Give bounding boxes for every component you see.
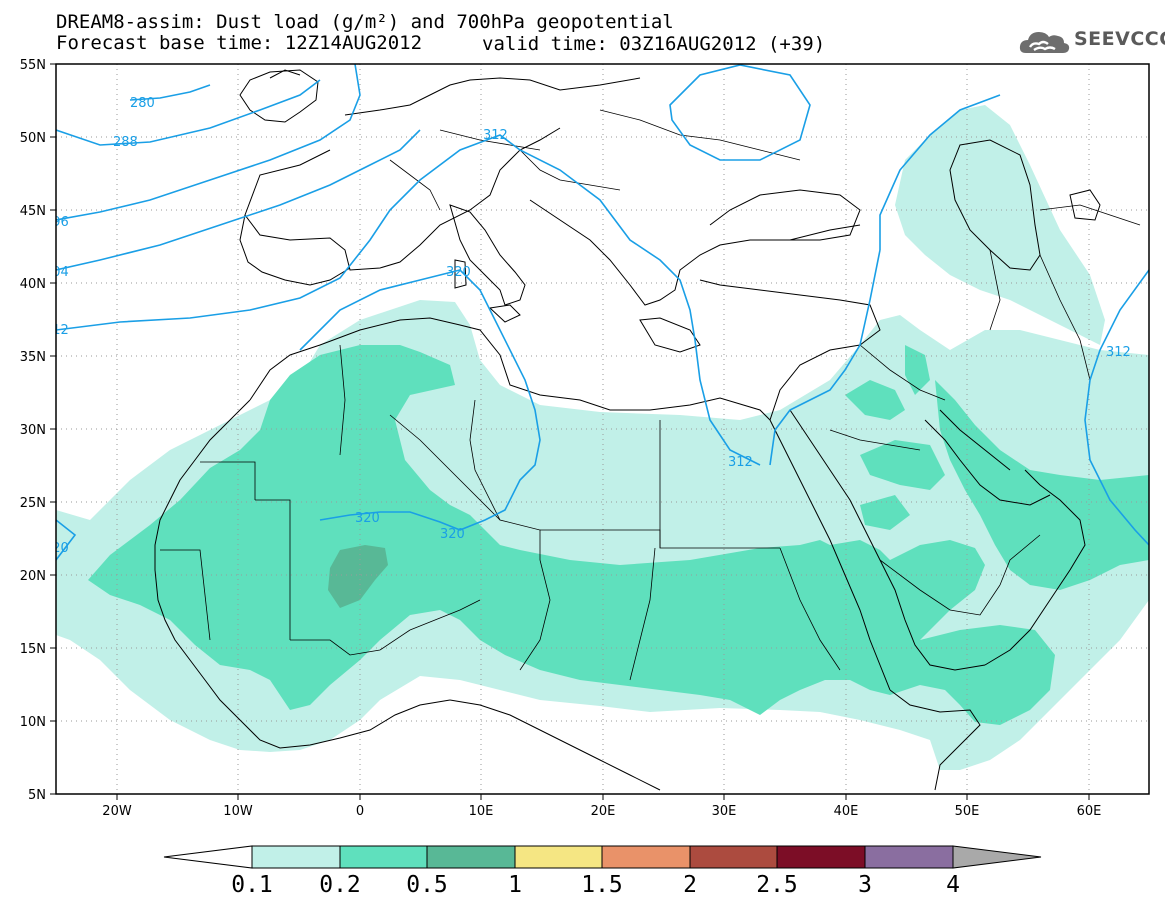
colorbar-bin [339,845,428,869]
lat-label: 25N [20,496,46,511]
lon-label: 60E [1077,804,1102,819]
valid-time: valid time: 03Z16AUG2012 (+39) [482,33,826,55]
contour-labels: 280 288 296 304 312 312 320 320 320 312 … [44,96,1131,556]
colorbar-label: 1 [508,872,522,898]
contour-label: 320 [355,511,380,526]
lat-label: 50N [20,131,46,146]
colorbar-label: 2 [683,872,697,898]
colorbar-label: 0.5 [406,872,448,898]
contour-label: 312 [1106,345,1131,360]
longitude-labels: 20W 10W 0 10E 20E 30E 40E 50E 60E [102,804,1101,819]
contour-label: 288 [113,135,138,150]
country-borders [160,109,1141,681]
contour-label: 320 [440,527,465,542]
lat-label: 20N [20,569,46,584]
colorbar-label: 4 [946,872,960,898]
lat-label: 35N [20,350,46,365]
contour-label: 304 [44,265,69,280]
colorbar-label: 0.1 [231,872,273,898]
colorbar-bin [776,845,866,869]
contour-label: 296 [44,215,69,230]
map-title: DREAM8-assim: Dust load (g/m²) and 700hP… [56,11,674,33]
colorbar-label: 3 [858,872,872,898]
colorbar-label: 2.5 [756,872,798,898]
map-area: 280 288 296 304 312 312 320 320 320 312 … [44,64,1149,794]
contour-label: 280 [130,96,155,111]
lat-label: 45N [20,204,46,219]
geopotential-contours [56,64,1149,561]
colorbar [163,845,1042,869]
lon-label: 40E [834,804,859,819]
contour-label: 312 [728,455,753,470]
colorbar-labels: 0.1 0.2 0.5 1 1.5 2 2.5 3 4 [231,872,960,898]
seevccc-logo: SEEVCCC [1018,25,1165,59]
forecast-base-time: Forecast base time: 12Z14AUG2012 [56,32,423,54]
colorbar-bin [689,845,778,869]
lon-label: 50E [955,804,980,819]
colorbar-label: 0.2 [319,872,361,898]
lat-label: 5N [28,788,46,803]
lon-label: 20W [102,804,132,819]
lat-label: 30N [20,423,46,438]
lat-label: 10N [20,715,46,730]
lat-label: 55N [20,58,46,73]
contour-label: 312 [483,128,508,143]
cloud-logo-icon [1019,32,1070,53]
colorbar-over-triangle [952,845,1042,869]
colorbar-bin [601,845,691,869]
dust-region-medium [88,345,1149,725]
colorbar-bin [514,845,603,869]
lon-label: 10W [223,804,253,819]
colorbar-under-triangle [163,845,253,869]
colorbar-bin [426,845,516,869]
lon-label: 0 [356,804,364,819]
contour-label: 320 [44,541,69,556]
lon-label: 10E [469,804,494,819]
axis-ticks [50,63,1090,800]
latitude-labels: 55N 50N 45N 40N 35N 30N 25N 20N 15N 10N … [20,58,46,803]
lat-label: 15N [20,642,46,657]
graticule [56,64,1149,794]
dust-region-high [328,545,388,608]
lon-label: 20E [591,804,616,819]
colorbar-bin [251,845,341,869]
logo-text: SEEVCCC [1074,28,1165,50]
coastlines [154,69,1101,791]
colorbar-label: 1.5 [581,872,623,898]
contour-label: 320 [446,265,471,280]
colorbar-bin [864,845,954,869]
contour-label: 312 [44,323,69,338]
lat-label: 40N [20,277,46,292]
lon-label: 30E [712,804,737,819]
